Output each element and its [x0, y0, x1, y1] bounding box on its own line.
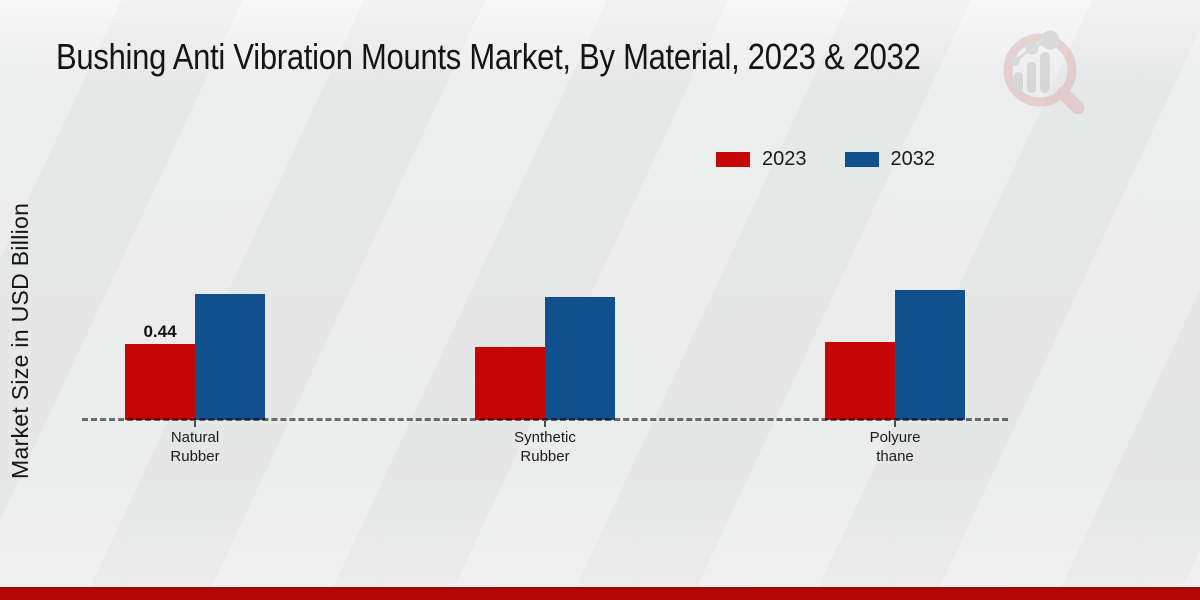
legend-swatch-2032 [844, 152, 879, 167]
legend: 2023 2032 [716, 148, 935, 171]
bar-2023-natural-rubber [125, 344, 195, 420]
category-label-polyurethane: Polyure thane [869, 429, 921, 465]
axis-tick [894, 421, 896, 427]
legend-label-2032: 2032 [890, 148, 936, 170]
magnifier-chart-logo-icon [1003, 30, 1085, 114]
bar-2032-polyurethane [895, 290, 965, 420]
chart-title: Bushing Anti Vibration Mounts Market, By… [56, 36, 921, 77]
category-label-natural-rubber: Natural Rubber [170, 429, 220, 465]
bar-2032-natural-rubber [195, 294, 265, 420]
baseline-dashed-line [82, 418, 1008, 421]
bar-2023-polyurethane [825, 342, 895, 420]
legend-item-2032: 2032 [844, 148, 936, 171]
bottom-red-strip [0, 587, 1200, 600]
category-label-synthetic-rubber: Synthetic Rubber [514, 429, 576, 465]
legend-item-2023: 2023 [716, 148, 807, 171]
y-axis-label: Market Size in USD Billion [7, 202, 33, 480]
legend-swatch-2023 [716, 152, 750, 167]
bar-value-label: 0.44 [143, 322, 177, 341]
legend-label-2023: 2023 [762, 148, 807, 170]
bar-2032-synthetic-rubber [545, 297, 615, 420]
bar-2023-synthetic-rubber [475, 347, 545, 420]
axis-tick [194, 421, 196, 427]
axis-tick [544, 421, 546, 427]
